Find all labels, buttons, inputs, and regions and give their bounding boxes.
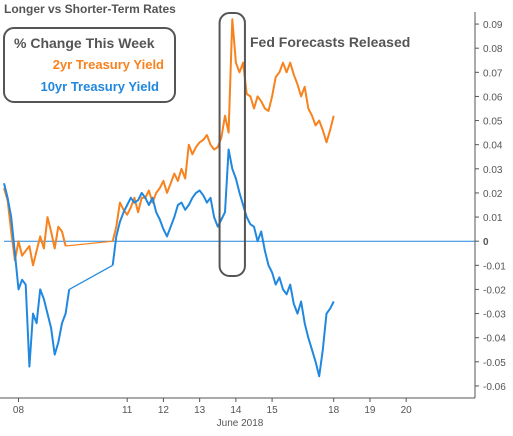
legend-title: % Change This Week: [14, 35, 155, 51]
y-tick-label: -0.04: [483, 334, 506, 345]
series-10yr-connector: [68, 264, 113, 290]
series-10yr-line: [111, 148, 335, 378]
chart-title: Longer vs Shorter-Term Rates: [4, 2, 176, 16]
legend-box: [3, 27, 176, 103]
legend-entry-10yr: 10yr Treasury Yield: [40, 79, 159, 94]
annotation-text: Fed Forecasts Released: [250, 34, 410, 50]
y-tick-label: -0.02: [483, 285, 506, 296]
annotation-layer: Fed Forecasts Released: [218, 12, 410, 277]
x-axis-title: June 2018: [217, 418, 264, 429]
x-tick-label: 14: [230, 405, 242, 416]
legend: % Change This Week 2yr Treasury Yield 10…: [3, 27, 176, 103]
x-tick-label: 11: [122, 405, 133, 416]
y-tick-label: -0.01: [483, 261, 506, 272]
y-tick-label: 0.08: [483, 44, 503, 55]
y-tick-label: -0.06: [483, 382, 506, 393]
y-tick-label: -0.05: [483, 358, 506, 369]
series-2yr-line: [111, 18, 335, 242]
plot-area: [3, 18, 475, 378]
series-2yr-line: [3, 187, 67, 267]
x-tick-label: 12: [158, 405, 170, 416]
y-tick-label: -0.03: [483, 310, 506, 321]
x-tick-label: 13: [194, 405, 206, 416]
legend-entry-2yr: 2yr Treasury Yield: [53, 57, 164, 72]
y-tick-label: 0.02: [483, 189, 503, 200]
x-tick-label: 19: [364, 405, 376, 416]
x-axis: June 2018 08 11 12 13 14 15 18 19 20: [0, 397, 475, 429]
y-tick-label: 0.04: [483, 141, 503, 152]
y-tick-label: 0.05: [483, 117, 503, 128]
y-axis: 0.09 0.08 0.07 0.06 0.05 0.04 0.03 0.02 0.01 0 -0.…: [474, 12, 506, 398]
y-tick-label: 0: [483, 237, 489, 248]
x-tick-label: 15: [267, 405, 279, 416]
series-10yr-line: [3, 183, 71, 368]
y-tick-label: 0.07: [483, 68, 503, 79]
x-tick-label: 08: [13, 405, 25, 416]
y-tick-label: 0.06: [483, 92, 503, 103]
x-tick-label: 20: [401, 405, 413, 416]
y-tick-label: 0.01: [483, 213, 503, 224]
y-tick-label: 0.09: [483, 20, 503, 31]
x-tick-label: 18: [328, 405, 340, 416]
series-2yr-connector: [65, 240, 113, 247]
y-tick-label: 0.03: [483, 165, 503, 176]
annotation-box: [218, 12, 246, 277]
